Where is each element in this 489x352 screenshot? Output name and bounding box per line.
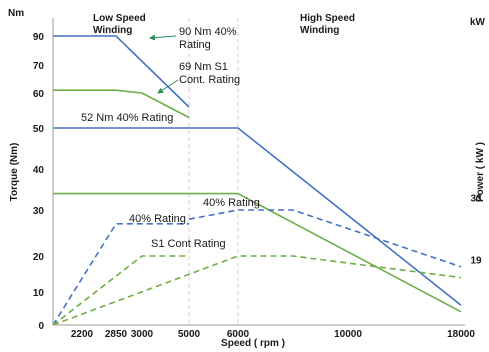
series-layer — [52, 35, 462, 326]
y-tick-20: 20 — [33, 252, 45, 263]
arrow-90nm — [149, 34, 177, 41]
x-tick-18000: 18000 — [447, 329, 475, 340]
high-speed-region-line2: Winding — [300, 25, 339, 36]
x-tick-5000: 5000 — [178, 329, 201, 340]
annotation-90nm-line2: Rating — [179, 39, 211, 51]
y-tick-90: 90 — [33, 32, 45, 43]
annotation-40pct-high: 40% Rating — [203, 197, 260, 209]
x-tick-10000: 10000 — [334, 329, 362, 340]
series-low-cont-power — [52, 255, 189, 326]
series-high-cont-torque — [53, 192, 462, 313]
y2-unit-label: kW — [470, 17, 486, 28]
series-low-peak-torque — [53, 35, 190, 108]
annotation-s1-cont: S1 Cont Rating — [151, 238, 226, 250]
y-tick-0: 0 — [38, 321, 44, 332]
series-low-cont-torque — [53, 89, 190, 119]
low-speed-region-line1: Low Speed — [93, 13, 146, 24]
high-speed-region-line1: High Speed — [300, 13, 355, 24]
y-tick-60: 60 — [33, 89, 45, 100]
annotation-90nm-line1: 90 Nm 40% — [179, 26, 237, 38]
arrows-layer — [149, 34, 179, 94]
x-tick-6000: 6000 — [227, 329, 250, 340]
arrow-69nm — [157, 79, 179, 94]
axes-layer — [52, 18, 465, 326]
y-axis-title: Torque (Nm) — [9, 143, 20, 202]
y-unit-label: Nm — [8, 8, 24, 19]
low-speed-region-line2: Winding — [93, 25, 132, 36]
y-tick-40: 40 — [33, 165, 45, 176]
y-tick-30: 30 — [33, 206, 45, 217]
annotation-69nm-line2: Cont. Rating — [179, 74, 240, 86]
x-tick-3000: 3000 — [131, 329, 154, 340]
x-tick-2200: 2200 — [71, 329, 94, 340]
x-tick-2850: 2850 — [105, 329, 128, 340]
annotation-69nm-line1: 69 Nm S1 — [179, 61, 228, 73]
y2-tick-33: 33 — [470, 194, 482, 205]
y-tick-70: 70 — [33, 61, 45, 72]
y-tick-10: 10 — [33, 288, 45, 299]
annotation-40pct-low: 40% Rating — [129, 213, 186, 225]
y-tick-50: 50 — [33, 124, 45, 135]
series-high-peak-torque — [53, 127, 462, 306]
y2-axis-title: Power ( kW ) — [475, 142, 486, 202]
series-high-cont-power — [52, 255, 462, 326]
series-high-peak-power — [188, 209, 462, 268]
annotation-52nm: 52 Nm 40% Rating — [81, 112, 173, 124]
ticks-layer: 2200 2850 3000 5000 6000 10000 18000 0 10 20 30 40 5… — [33, 32, 482, 340]
y2-tick-19: 19 — [470, 256, 482, 267]
x-axis-title: Speed ( rpm ) — [221, 338, 285, 349]
